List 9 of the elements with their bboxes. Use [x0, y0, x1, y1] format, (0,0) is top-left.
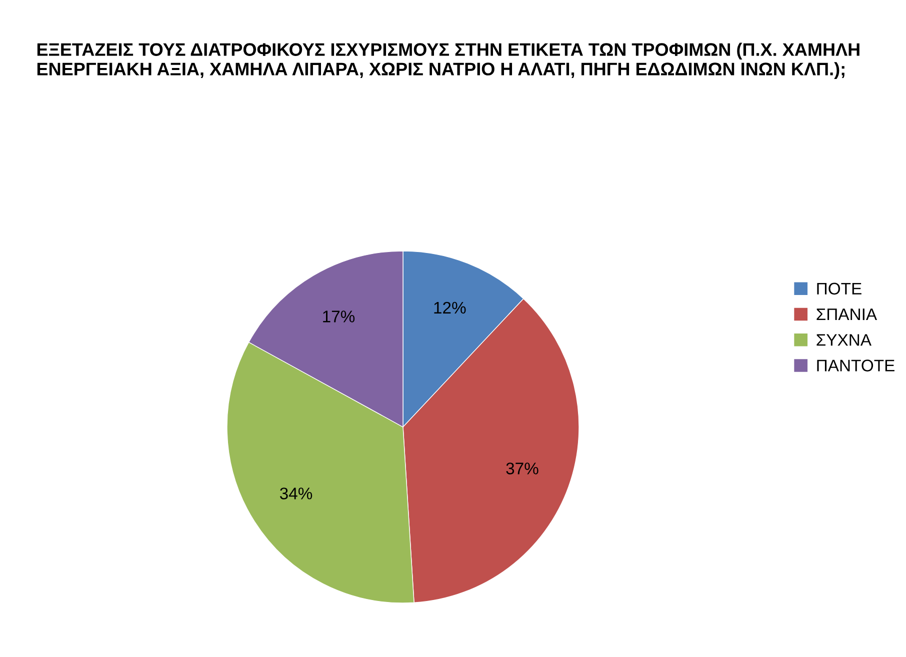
data-label: 34% [280, 488, 312, 500]
data-label: 17% [323, 310, 355, 322]
legend-label: ΣΥΧΝΑ [816, 334, 872, 346]
data-label: 37% [506, 462, 538, 474]
legend-label: ΣΠΑΝΙΑ [816, 308, 878, 320]
legend-label: ΠΑΝΤΟΤΕ [817, 360, 894, 372]
chart-title: ΕΞΕΤΑΖΕΙΣ ΤΟΥΣ ΔΙΑΤΡΟΦΙΚΟΥΣ ΙΣΧΥΡΙΣΜΟΥΣ ΣΤΗΝ ΕΤΙΚΕΤΑ ΤΩΝ ΤΡΟΦΙΜΩΝ (Π.Χ. ΧΑΜΗΛΗ ΕΝΕΡΓΕΙΑΚΗ ΑΞΙΑ, ΧΑΜΗΛΑ ΛΙΠΑΡΑ, ΧΩΡΙΣ ΝΑΤΡΙΟ Η ΑΛΑΤΙ, ΠΗΓΗ ΕΔΩΔΙΜΩΝ ΙΝΩΝ ΚΛΠ.); [37, 42, 860, 79]
legend-label: ΠΟΤΕ [817, 282, 862, 295]
data-label: 12% [434, 302, 466, 314]
